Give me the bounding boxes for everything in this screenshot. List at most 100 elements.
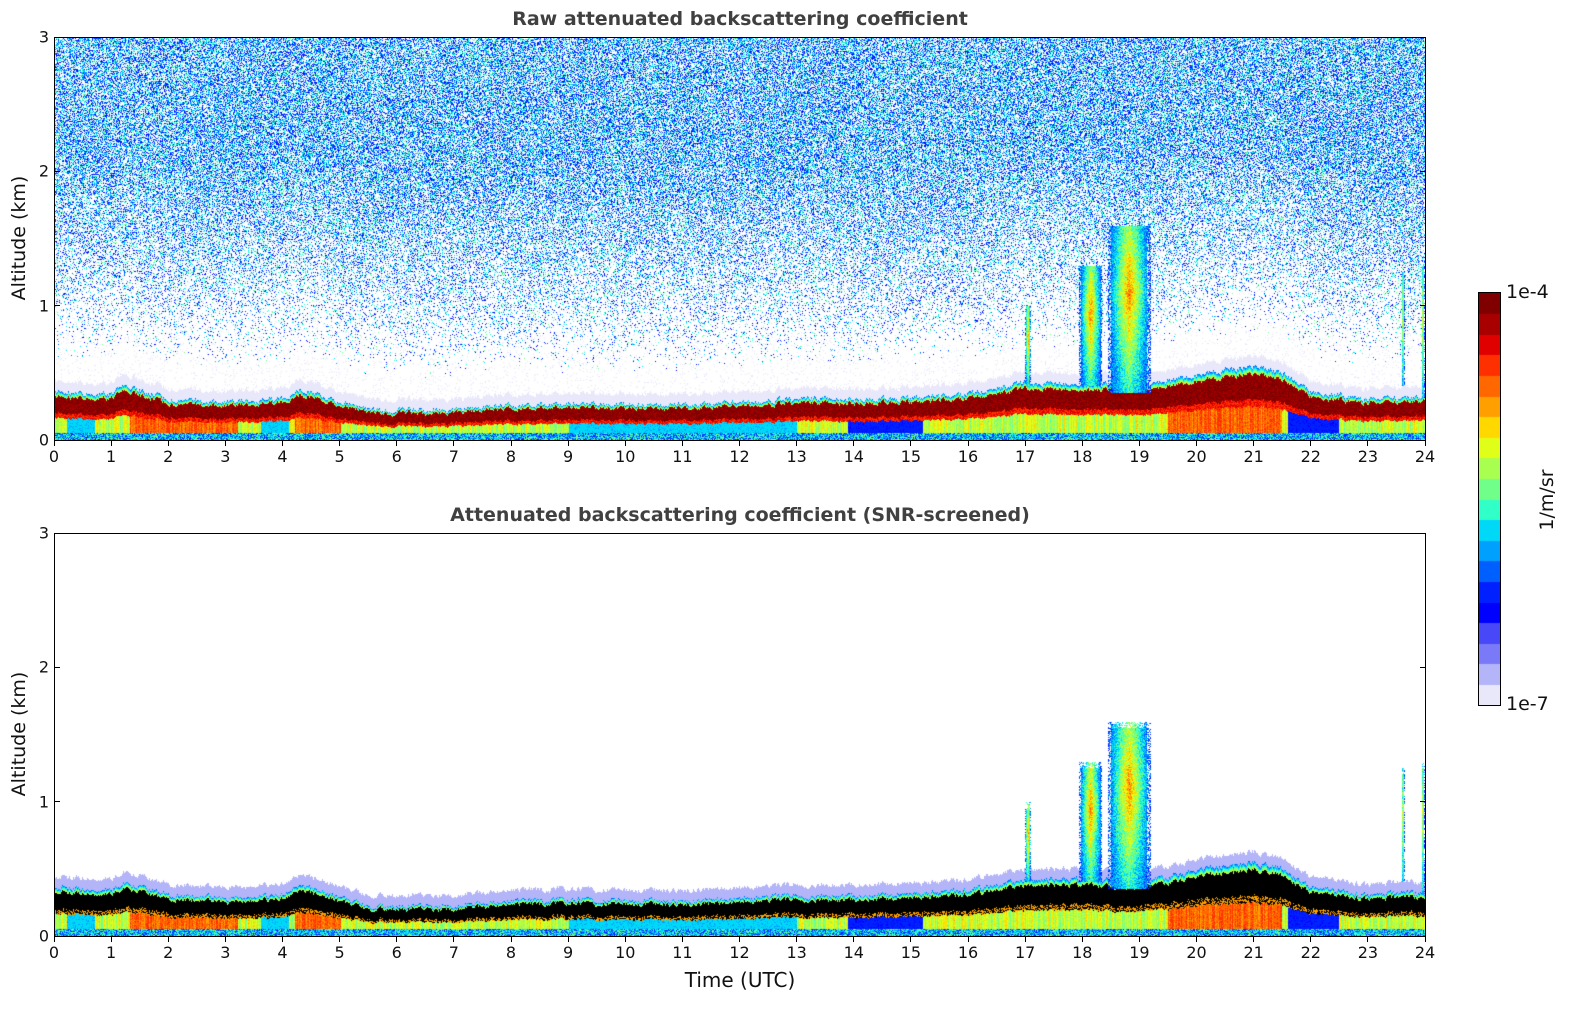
x-tick xyxy=(1367,440,1369,446)
x-tick-label: 2 xyxy=(163,943,174,962)
x-tick-label: 22 xyxy=(1300,943,1321,962)
x-tick xyxy=(396,440,398,446)
y-tick xyxy=(54,935,60,937)
top-heatmap-axes xyxy=(54,37,1426,441)
x-tick xyxy=(339,936,341,942)
x-tick-label: 8 xyxy=(505,447,517,466)
x-tick xyxy=(853,936,855,942)
x-tick-label: 3 xyxy=(220,447,231,466)
x-tick-label: 6 xyxy=(391,943,402,962)
x-tick-label: 7 xyxy=(448,943,459,962)
top-heatmap-image xyxy=(55,38,1425,440)
x-tick xyxy=(1424,936,1426,942)
x-tick-label: 18 xyxy=(1072,447,1093,466)
x-tick xyxy=(1024,440,1026,446)
x-tick xyxy=(396,936,398,942)
x-tick xyxy=(1367,936,1369,942)
x-tick xyxy=(1424,440,1426,446)
x-tick-label: 4 xyxy=(277,447,288,466)
x-tick-label: 14 xyxy=(843,447,864,466)
x-tick xyxy=(1310,440,1312,446)
x-tick xyxy=(224,936,226,942)
x-tick xyxy=(110,936,112,942)
x-tick xyxy=(282,936,283,942)
x-tick-label: 5 xyxy=(334,943,345,962)
x-tick-label: 17 xyxy=(1014,943,1036,962)
bottom-x-axis-label: Time (UTC) xyxy=(684,968,796,992)
x-tick xyxy=(167,936,169,942)
x-tick xyxy=(53,440,55,446)
x-tick-label: 23 xyxy=(1357,943,1379,962)
y-tick-right xyxy=(1420,532,1426,534)
x-tick xyxy=(282,440,283,446)
y-tick-label: 0 xyxy=(38,926,49,946)
y-tick xyxy=(54,305,60,307)
x-tick-label: 12 xyxy=(729,447,750,466)
x-tick-label: 15 xyxy=(900,943,922,962)
colorbar-max-label: 1e-4 xyxy=(1506,281,1549,303)
x-tick xyxy=(1310,936,1312,942)
x-tick xyxy=(567,936,569,942)
x-tick xyxy=(1138,440,1140,446)
x-tick-label: 22 xyxy=(1300,447,1321,466)
x-tick-label: 21 xyxy=(1243,943,1264,962)
x-tick-label: 19 xyxy=(1129,943,1150,962)
x-tick-label: 24 xyxy=(1414,447,1436,466)
bottom-chart-title: Attenuated backscattering coefficient (S… xyxy=(450,504,1030,526)
y-tick-right xyxy=(1420,305,1426,307)
x-tick-label: 17 xyxy=(1014,447,1036,466)
x-tick xyxy=(910,936,912,942)
x-tick xyxy=(167,440,169,446)
x-tick-label: 20 xyxy=(1186,943,1207,962)
y-tick-right xyxy=(1420,36,1426,38)
x-tick xyxy=(1024,936,1026,942)
x-tick-label: 11 xyxy=(672,447,693,466)
y-tick xyxy=(54,36,60,38)
y-tick-label: 2 xyxy=(38,657,49,677)
top-chart-title: Raw attenuated backscattering coefficien… xyxy=(512,8,968,30)
x-tick-label: 7 xyxy=(448,447,459,466)
x-tick-label: 20 xyxy=(1186,447,1207,466)
x-tick-label: 1 xyxy=(106,943,117,962)
x-tick-label: 15 xyxy=(900,447,922,466)
x-tick xyxy=(1081,936,1083,942)
x-tick xyxy=(624,936,626,942)
x-tick-label: 24 xyxy=(1414,943,1436,962)
x-tick-label: 0 xyxy=(48,943,60,962)
bottom-heatmap-image xyxy=(55,534,1425,936)
y-tick-right xyxy=(1420,439,1426,441)
y-tick-right xyxy=(1420,935,1426,937)
y-tick-right xyxy=(1420,801,1426,803)
x-tick xyxy=(1081,440,1083,446)
x-tick-label: 18 xyxy=(1072,943,1093,962)
x-tick-label: 10 xyxy=(615,943,636,962)
x-tick xyxy=(53,936,55,942)
x-tick-label: 19 xyxy=(1129,447,1150,466)
x-tick-label: 16 xyxy=(957,943,979,962)
y-tick xyxy=(54,801,60,803)
x-tick xyxy=(224,440,226,446)
x-tick-label: 21 xyxy=(1243,447,1264,466)
x-tick xyxy=(739,936,740,942)
y-tick xyxy=(54,439,60,441)
x-tick-label: 0 xyxy=(48,447,60,466)
y-tick xyxy=(54,532,60,534)
y-tick-label: 0 xyxy=(38,430,49,450)
x-tick-label: 13 xyxy=(786,447,807,466)
x-tick xyxy=(910,440,912,446)
x-tick xyxy=(624,440,626,446)
x-tick xyxy=(110,440,112,446)
x-tick xyxy=(510,936,512,942)
x-tick-label: 12 xyxy=(729,943,750,962)
x-tick xyxy=(1196,440,1197,446)
x-tick xyxy=(853,440,855,446)
x-tick-label: 9 xyxy=(563,447,574,466)
colorbar-min-label: 1e-7 xyxy=(1506,693,1549,715)
x-tick-label: 23 xyxy=(1357,447,1379,466)
x-tick xyxy=(796,936,798,942)
x-tick-label: 9 xyxy=(563,943,574,962)
y-tick-right xyxy=(1420,170,1426,172)
x-tick xyxy=(967,936,969,942)
x-tick xyxy=(1253,440,1255,446)
x-tick xyxy=(567,440,569,446)
